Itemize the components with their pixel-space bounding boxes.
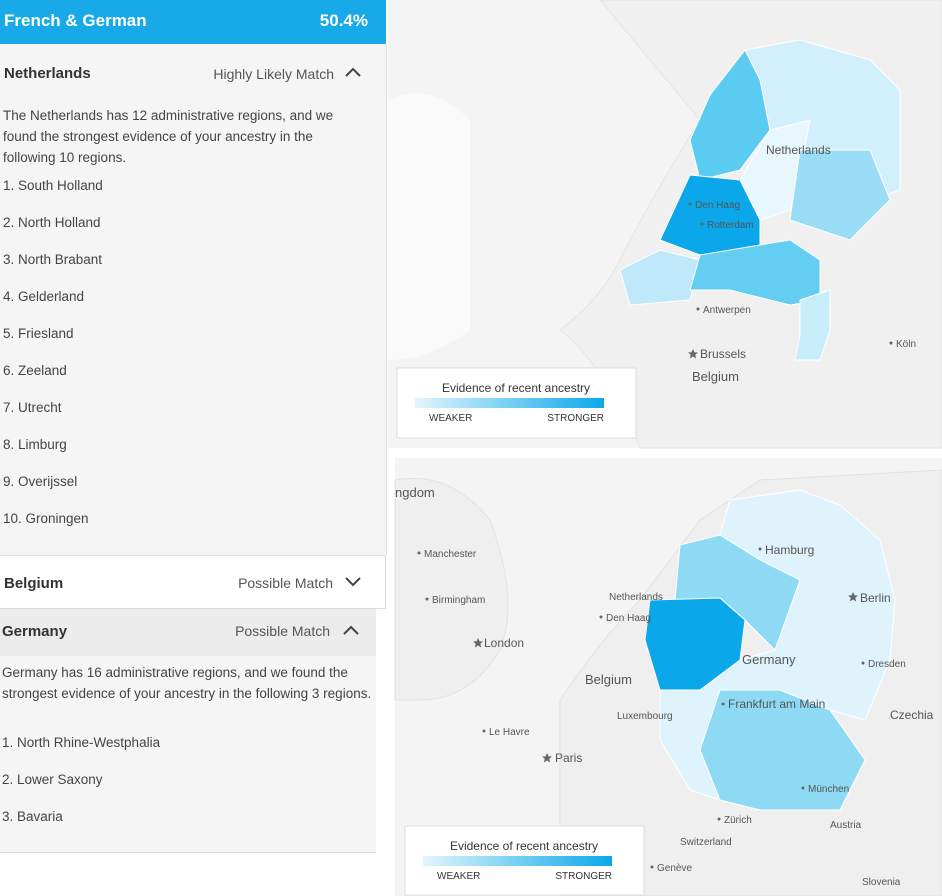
header-bar: French & German 50.4% bbox=[0, 0, 386, 44]
header-percent: 50.4% bbox=[319, 11, 368, 30]
map-label: Belgium bbox=[692, 369, 739, 384]
netherlands-header[interactable]: Netherlands Highly Likely Match bbox=[0, 44, 386, 100]
region-item: 2. North Holland bbox=[3, 215, 101, 230]
region-item: 2. Lower Saxony bbox=[2, 772, 103, 787]
land bbox=[388, 93, 470, 360]
region bbox=[699, 689, 866, 811]
chevron-down bbox=[345, 577, 361, 587]
region bbox=[744, 39, 901, 201]
region bbox=[659, 489, 896, 801]
section-title: Germany bbox=[2, 623, 68, 640]
map-label: Luxembourg bbox=[617, 711, 673, 722]
map-label: Switzerland bbox=[680, 837, 732, 848]
land bbox=[559, 469, 942, 896]
region-item: 1. South Holland bbox=[3, 178, 103, 193]
match-label: Highly Likely Match bbox=[213, 66, 334, 82]
map-label: London bbox=[484, 636, 524, 650]
section-description: Germany has 16 administrative regions, a… bbox=[2, 665, 372, 701]
region bbox=[689, 239, 821, 306]
region-item: 7. Utrecht bbox=[3, 400, 62, 415]
region bbox=[659, 174, 761, 256]
map-label: Netherlands bbox=[766, 143, 831, 157]
map-label: Birmingham bbox=[432, 595, 485, 606]
region bbox=[789, 149, 891, 241]
region bbox=[619, 249, 701, 306]
map-label: Germany bbox=[742, 652, 796, 667]
map-background bbox=[388, 0, 942, 448]
map-label: Antwerpen bbox=[703, 305, 751, 316]
legend-weaker: WEAKER bbox=[437, 871, 480, 882]
legend-stronger: STRONGER bbox=[555, 871, 612, 882]
map-label: München bbox=[808, 784, 849, 795]
map-label: Brussels bbox=[700, 347, 746, 361]
map-label: Paris bbox=[555, 751, 582, 765]
legend-weaker: WEAKER bbox=[429, 413, 472, 424]
map-label: Belgium bbox=[585, 672, 632, 687]
map-label: Austria bbox=[830, 820, 862, 831]
map-label: Köln bbox=[896, 339, 916, 350]
legend-gradient bbox=[423, 856, 612, 866]
belgium-header[interactable]: Belgium Possible Match bbox=[0, 555, 386, 609]
region bbox=[674, 534, 801, 651]
match-label: Possible Match bbox=[238, 575, 333, 591]
region-item: 4. Gelderland bbox=[3, 289, 85, 304]
map-label: Rotterdam bbox=[707, 220, 754, 231]
region-item: 6. Zeeland bbox=[3, 363, 67, 378]
map-label: Dresden bbox=[868, 659, 906, 670]
legend-box bbox=[404, 825, 645, 896]
legend-gradient bbox=[415, 398, 604, 408]
header-title: French & German bbox=[4, 11, 147, 30]
region-item: 1. North Rhine-Westphalia bbox=[2, 735, 161, 750]
region bbox=[794, 289, 831, 361]
map-label: Genève bbox=[657, 863, 692, 874]
section-title: Belgium bbox=[4, 575, 64, 592]
region-item: 3. Bavaria bbox=[2, 809, 63, 824]
map-label: ngdom bbox=[395, 485, 435, 500]
map-label: Le Havre bbox=[489, 727, 530, 738]
section-title: Netherlands bbox=[4, 65, 91, 82]
region-item: 8. Limburg bbox=[3, 437, 67, 452]
region bbox=[739, 119, 811, 221]
map-label: Zürich bbox=[724, 815, 752, 826]
legend-title: Evidence of recent ancestry bbox=[442, 381, 590, 395]
region-item: 9. Overijssel bbox=[3, 474, 78, 489]
netherlands-panel bbox=[0, 44, 387, 555]
region bbox=[689, 49, 771, 181]
region-item: 3. North Brabant bbox=[3, 252, 103, 267]
chevron-up bbox=[343, 625, 359, 635]
legend-stronger: STRONGER bbox=[547, 413, 604, 424]
map-label: Netherlands bbox=[609, 592, 663, 603]
map-label: Den Haag bbox=[606, 613, 651, 624]
map-label: Berlin bbox=[860, 591, 891, 605]
map-label: Czechia bbox=[890, 708, 934, 722]
match-label: Possible Match bbox=[235, 623, 330, 639]
legend-box bbox=[396, 367, 637, 439]
map-label: Slovenia bbox=[862, 877, 901, 888]
land bbox=[394, 477, 509, 701]
region bbox=[644, 597, 746, 691]
legend-title: Evidence of recent ancestry bbox=[450, 839, 598, 853]
map-label: Den Haag bbox=[695, 200, 740, 211]
map-label: Hamburg bbox=[765, 543, 814, 557]
map-label: Frankfurt am Main bbox=[728, 697, 825, 711]
region-item: 5. Friesland bbox=[3, 326, 74, 341]
chevron-up bbox=[345, 67, 361, 77]
section-description: The Netherlands has 12 administrative re… bbox=[3, 108, 334, 165]
map-background bbox=[395, 458, 942, 896]
land bbox=[559, 0, 942, 449]
map-label: Manchester bbox=[424, 549, 477, 560]
germany-header[interactable]: Germany Possible Match bbox=[0, 609, 376, 656]
region-item: 10. Groningen bbox=[3, 511, 89, 526]
